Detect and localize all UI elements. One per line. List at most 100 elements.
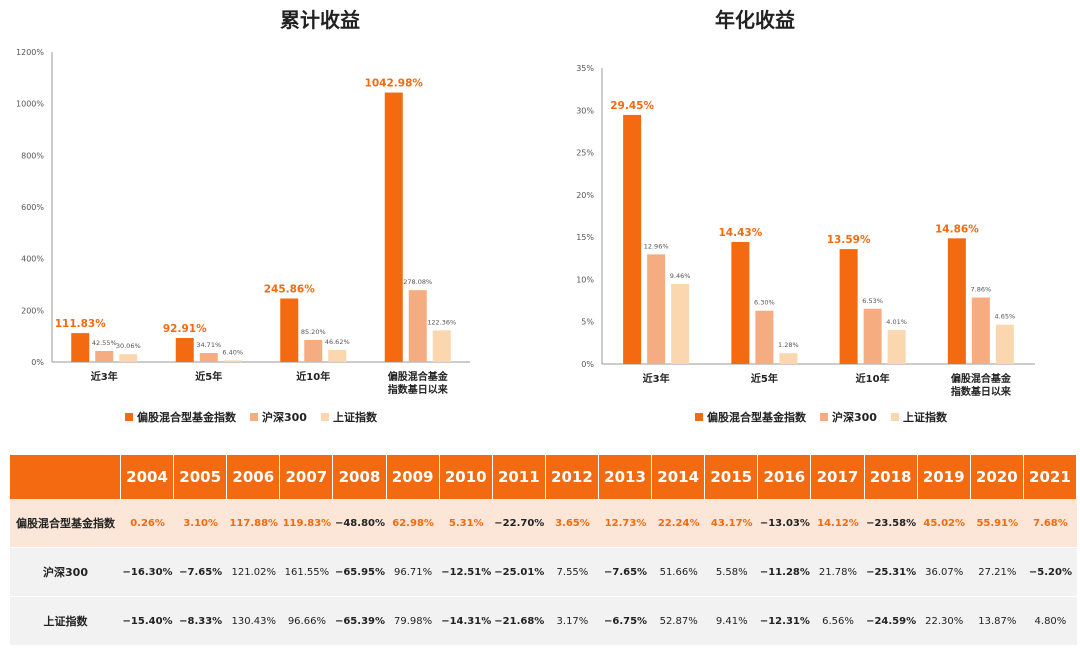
data-label: 1042.98% [365,78,424,90]
data-label: 245.86% [264,283,316,295]
data-label: 12.96% [644,242,669,250]
table-cell: 52.87% [652,597,706,646]
y-tick-label: 600% [21,203,44,212]
table-cell: −5.20% [1023,548,1077,597]
data-label: 30.06% [116,342,141,350]
data-label: 42.55% [92,339,117,347]
y-tick-label: 15% [576,233,594,242]
table-cell: 0.26% [121,499,175,548]
table-cell: 21.78% [811,548,865,597]
legend-label: 偏股混合型基金指数 [707,411,806,424]
bar-3 [432,330,451,362]
table-cell: 117.88% [227,499,281,548]
table-cell: 3.65% [545,499,599,548]
table-cell: 7.55% [545,548,599,597]
table-cell: −13.03% [758,499,812,548]
data-label: 34.71% [196,341,221,349]
year-header: 2007 [280,455,334,499]
cumulative-legend: 偏股混合型基金指数 沪深300 上证指数 [125,409,377,425]
data-label: 9.46% [670,272,691,280]
bar-1 [839,249,858,364]
x-tick-label: 近3年 [91,370,118,383]
x-tick-label: 指数基日以来 [388,383,449,396]
annual-returns-table: 2004 2005 2006 2007 2008 2009 2010 2011 2012 2013… [10,455,1077,646]
legend-label: 偏股混合型基金指数 [137,411,236,424]
x-tick-label: 近5年 [751,372,778,385]
table-cell: −12.51% [439,548,493,597]
year-header: 2013 [598,455,653,499]
y-tick-label: 800% [21,151,44,160]
table-cell: 45.02% [917,499,971,548]
data-label: 29.45% [610,100,654,112]
legend-label: 沪深300 [262,411,307,424]
y-tick-label: 0% [31,358,44,367]
table-cell: −7.65% [174,548,228,597]
y-tick-label: 25% [576,149,594,158]
data-label: 6.40% [222,348,243,356]
table-cell: 9.41% [705,597,759,646]
row-label: 上证指数 [10,597,121,646]
table-header-row: 2004 2005 2006 2007 2008 2009 2010 2011 2012 2013… [10,455,1077,499]
year-header: 2016 [758,455,812,499]
year-header: 2005 [174,455,228,499]
data-label: 85.20% [301,328,326,336]
table-cell: −11.28% [758,548,812,597]
table-cell: 3.17% [545,597,599,646]
row-label: 沪深300 [10,548,121,597]
data-label: 14.86% [935,223,979,235]
year-header: 2015 [705,455,759,499]
table-cell: 96.66% [280,597,334,646]
table-cell: 36.07% [917,548,971,597]
annualized-return-chart: 0% 5% 10% 15% 20% 25% 30% 35% 29.45% 12.96% 9.46% 近… [576,64,1035,398]
table-cell: 13.87% [970,597,1024,646]
legend-swatch [820,413,828,421]
table-cell: −15.40% [121,597,175,646]
y-tick-label: 200% [21,306,44,315]
cumulative-return-chart: 0% 200% 400% 600% 800% 1000% 1200% 111.83% 42.55… [16,48,470,396]
x-tick-label: 指数基日以来 [951,385,1012,398]
row-label: 偏股混合型基金指数 [10,499,121,548]
table-cell: −14.31% [439,597,493,646]
x-tick-label: 近5年 [195,370,222,383]
data-label: 1.28% [778,341,799,349]
data-label: 4.01% [886,318,907,326]
annualized-chart-title: 年化收益 [715,8,795,32]
table-cell: −65.39% [333,597,387,646]
bar-1 [280,298,299,362]
table-row: 偏股混合型基金指数 0.26% 3.10% 117.88% 119.83% −48.80%… [10,499,1077,548]
table-cell: 79.98% [386,597,440,646]
bar-1 [947,238,966,364]
table-cell: −7.65% [598,548,653,597]
table-cell: −48.80% [333,499,387,548]
bar-2 [95,351,114,362]
year-header: 2019 [917,455,971,499]
bar-2 [408,290,427,362]
table-cell: 130.43% [227,597,281,646]
table-row: 上证指数 −15.40% −8.33% 130.43% 96.66% −65.39% 79.… [10,597,1077,646]
x-tick-label: 偏股混合基金 [951,372,1012,385]
year-header: 2021 [1023,455,1077,499]
legend-swatch [125,413,133,421]
annualized-legend: 偏股混合型基金指数 沪深300 上证指数 [695,409,947,425]
data-label: 92.91% [163,323,207,335]
x-tick-label: 近10年 [296,370,330,383]
table-cell: −12.31% [758,597,812,646]
legend-label: 上证指数 [902,411,947,424]
y-tick-label: 20% [576,191,594,200]
bar-3 [223,360,242,362]
bar-2 [647,254,666,364]
year-header: 2004 [121,455,175,499]
data-label: 14.43% [719,227,763,239]
legend-item: 偏股混合型基金指数 [695,409,806,425]
data-label: 4.65% [995,313,1016,321]
y-tick-label: 10% [576,275,594,284]
table-cell: 62.98% [386,499,440,548]
table-cell: 14.12% [811,499,865,548]
year-header: 2014 [652,455,706,499]
y-tick-label: 1200% [16,48,44,57]
y-tick-label: 1000% [16,100,44,109]
y-tick-label: 5% [581,318,594,327]
data-label: 6.30% [754,299,775,307]
legend-swatch [890,413,899,421]
bar-1 [175,337,194,362]
